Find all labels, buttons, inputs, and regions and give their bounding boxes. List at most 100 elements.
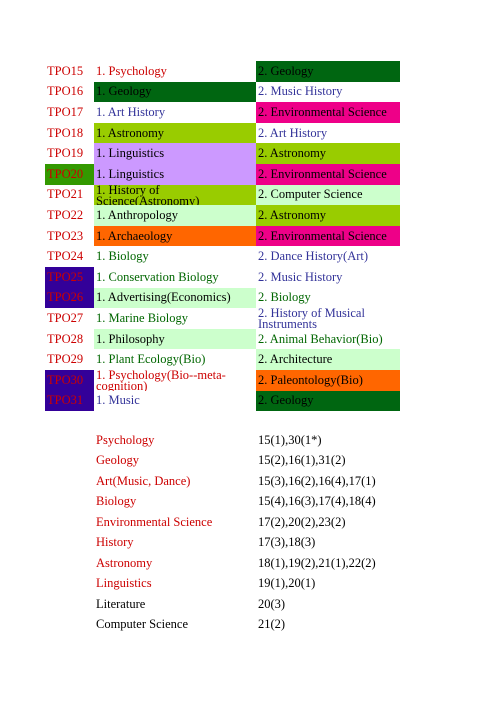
table-row: TPO31 1. Music 2. Geology — [45, 390, 400, 412]
summary-references: 19(1),20(1) — [258, 576, 316, 591]
summary-subject: Art(Music, Dance) — [96, 473, 191, 488]
tpo-id-cell: TPO24 — [47, 249, 84, 264]
summary-references: 20(3) — [258, 596, 286, 611]
second-topic-cell: 2. Biology — [258, 290, 311, 305]
tpo-id-cell: TPO22 — [47, 207, 84, 222]
second-topic-cell: 2. Environmental Science — [256, 163, 400, 185]
table-row: TPO16 1. Geology 2. Music History — [45, 81, 400, 103]
table-row: TPO29 1. Plant Ecology(Bio) 2. Architectur… — [45, 349, 400, 370]
summary-row: Literature 20(3) — [96, 594, 418, 615]
tpo-id-cell: TPO26 — [45, 287, 94, 309]
first-topic-cell: 1. Geology — [94, 81, 256, 103]
summary-row: Astronomy 18(1),19(2),21(1),22(2) — [96, 553, 418, 574]
table-row: TPO27 1. Marine Biology 2. History of Musi… — [45, 308, 400, 329]
tpo-id-cell: TPO19 — [47, 146, 84, 161]
second-topic-cell: 2. Geology — [256, 390, 400, 412]
first-topic-cell: 1. Advertising(Economics) — [94, 287, 256, 309]
first-topic-cell: 1. Linguistics — [94, 143, 256, 164]
tpo-id-cell: TPO28 — [47, 331, 84, 346]
table-row: TPO21 1. History of Science(Astronomy) 2. … — [45, 184, 400, 206]
first-topic-cell: 1. Linguistics — [94, 163, 256, 185]
summary-subject: Geology — [96, 453, 140, 468]
table-row: TPO26 1. Advertising(Economics) 2. Biology — [45, 287, 400, 309]
first-topic-cell: 1. Marine Biology — [96, 310, 189, 325]
tpo-id-cell: TPO17 — [47, 104, 84, 119]
first-topic-cell: 1. Archaeology — [94, 225, 256, 247]
summary-row: Environmental Science 17(2),20(2),23(2) — [96, 512, 418, 533]
tpo-id-cell: TPO23 — [47, 228, 84, 243]
table-row: TPO19 1. Linguistics 2. Astronomy — [45, 143, 400, 164]
second-topic-cell: 2. Animal Behavior(Bio) — [258, 331, 383, 346]
table-row: TPO23 1. Archaeology 2. Environmental Scie… — [45, 225, 400, 247]
second-topic-cell: 2. Computer Science — [256, 184, 400, 206]
summary-references: 15(1),30(1*) — [258, 432, 322, 447]
summary-references: 17(2),20(2),23(2) — [258, 514, 346, 529]
first-topic-cell: 1. Anthropology — [94, 205, 256, 226]
second-topic-cell: 2. Environmental Science — [256, 225, 400, 247]
second-topic-cell: 2. Architecture — [256, 349, 400, 370]
summary-subject: Psychology — [96, 432, 155, 447]
tpo-id-cell: TPO18 — [47, 125, 84, 140]
first-topic-cell: 1. Philosophy — [94, 328, 256, 350]
tpo-id-cell: TPO20 — [45, 163, 94, 185]
first-topic-cell: 1. Astronomy — [94, 122, 256, 144]
table-row: TPO22 1. Anthropology 2. Astronomy — [45, 205, 400, 226]
first-topic-cell: 1. Art History — [96, 104, 166, 119]
table-row: TPO18 1. Astronomy 2. Art History — [45, 122, 400, 144]
table-row: TPO28 1. Philosophy 2. Animal Behavior(Bio… — [45, 328, 400, 350]
tpo-id-cell: TPO16 — [47, 84, 84, 99]
summary-references: 18(1),19(2),21(1),22(2) — [258, 555, 376, 570]
summary-row: Psychology 15(1),30(1*) — [96, 430, 418, 451]
summary-row: Geology 15(2),16(1),31(2) — [96, 451, 418, 472]
second-topic-cell: 2. Geology — [256, 61, 400, 82]
first-topic-cell: 1. Biology — [96, 249, 149, 264]
second-topic-cell: 2. Dance History(Art) — [258, 249, 369, 264]
second-topic-cell: 2. Astronomy — [256, 205, 400, 226]
summary-subject: Environmental Science — [96, 514, 213, 529]
summary-row: Art(Music, Dance) 15(3),16(2),16(4),17(1) — [96, 471, 418, 492]
summary-row: Linguistics 19(1),20(1) — [96, 574, 418, 595]
table-row: TPO25 1. Conservation Biology 2. Music His… — [45, 266, 400, 288]
table-row: TPO17 1. Art History 2. Environmental Scie… — [45, 102, 400, 123]
table-row: TPO15 1. Psychology 2. Geology — [45, 61, 400, 82]
summary-subject: Computer Science — [96, 617, 188, 632]
second-topic-cell: 2. Art History — [258, 125, 328, 140]
second-topic-cell: 2. History of Musical Instruments — [258, 308, 365, 329]
tpo-id-cell: TPO31 — [45, 390, 94, 412]
second-topic-cell: 2. Paleontology(Bio) — [256, 369, 400, 391]
summary-references: 15(2),16(1),31(2) — [258, 453, 346, 468]
second-topic-cell: 2. Environmental Science — [256, 102, 400, 123]
summary-subject: Biology — [96, 494, 137, 509]
tpo-id-cell: TPO29 — [47, 352, 84, 367]
first-topic-cell: 1. Psychology(Bio--meta-cognition) — [96, 369, 226, 391]
first-topic-cell: 1. History of Science(Astronomy) — [94, 184, 256, 206]
summary-references: 15(3),16(2),16(4),17(1) — [258, 473, 376, 488]
table-row: TPO24 1. Biology 2. Dance History(Art) — [45, 246, 400, 267]
table-row: TPO30 1. Psychology(Bio--meta-cognition) 2… — [45, 369, 400, 391]
summary-subject: History — [96, 535, 134, 550]
second-topic-cell: 2. Astronomy — [256, 143, 400, 164]
summary-row: Computer Science 21(2) — [96, 615, 418, 636]
summary-references: 17(3),18(3) — [258, 535, 316, 550]
table-row: TPO20 1. Linguistics 2. Environmental Scie… — [45, 163, 400, 185]
summary-subject: Literature — [96, 596, 146, 611]
second-topic-cell: 2. Music History — [258, 269, 343, 284]
second-topic-cell: 2. Music History — [258, 84, 343, 99]
summary-subject: Astronomy — [96, 555, 153, 570]
first-topic-cell: 1. Music — [96, 393, 140, 408]
summary-row: Biology 15(4),16(3),17(4),18(4) — [96, 492, 418, 513]
tpo-id-cell: TPO25 — [45, 266, 94, 288]
first-topic-cell: 1. Conservation Biology — [96, 269, 219, 284]
tpo-id-cell: TPO15 — [47, 63, 84, 78]
tpo-id-cell: TPO21 — [47, 187, 84, 202]
first-topic-cell: 1. Plant Ecology(Bio) — [96, 352, 206, 367]
subject-summary-list: Psychology 15(1),30(1*) Geology 15(2),16(1)… — [96, 430, 418, 635]
summary-row: History 17(3),18(3) — [96, 533, 418, 554]
tpo-id-cell: TPO30 — [45, 369, 94, 391]
tpo-topic-table: TPO15 1. Psychology 2. Geology TPO16 1. Geol… — [45, 61, 400, 412]
summary-references: 15(4),16(3),17(4),18(4) — [258, 494, 376, 509]
summary-references: 21(2) — [258, 617, 286, 632]
first-topic-cell: 1. Psychology — [96, 63, 167, 78]
tpo-id-cell: TPO27 — [47, 310, 84, 325]
summary-subject: Linguistics — [96, 576, 152, 591]
